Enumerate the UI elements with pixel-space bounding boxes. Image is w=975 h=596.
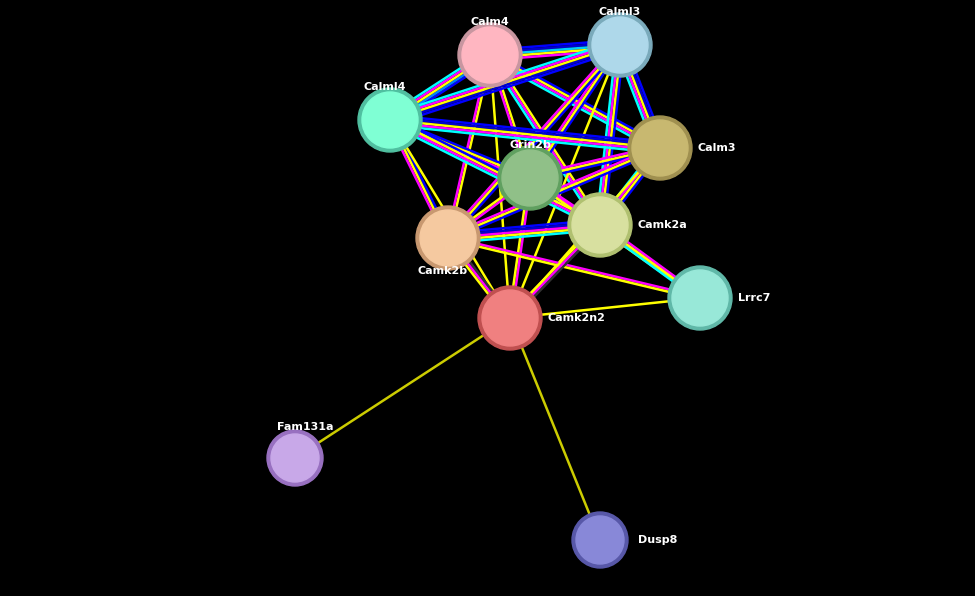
Circle shape	[362, 92, 418, 148]
Circle shape	[588, 13, 652, 77]
Text: Calm3: Calm3	[698, 143, 736, 153]
Text: Calml3: Calml3	[599, 7, 642, 17]
Circle shape	[420, 210, 476, 266]
Text: Camk2n2: Camk2n2	[548, 313, 605, 323]
Text: Lrrc7: Lrrc7	[738, 293, 770, 303]
Circle shape	[592, 17, 648, 73]
Circle shape	[628, 116, 692, 180]
Text: Camk2b: Camk2b	[418, 266, 468, 276]
Circle shape	[576, 516, 624, 564]
Circle shape	[572, 512, 628, 568]
Text: Dusp8: Dusp8	[638, 535, 678, 545]
Circle shape	[482, 290, 538, 346]
Circle shape	[416, 206, 480, 270]
Circle shape	[502, 150, 558, 206]
Circle shape	[572, 197, 628, 253]
Text: Fam131a: Fam131a	[277, 422, 333, 432]
Circle shape	[458, 23, 522, 87]
Circle shape	[478, 286, 542, 350]
Circle shape	[568, 193, 632, 257]
Circle shape	[632, 120, 688, 176]
Circle shape	[668, 266, 732, 330]
Text: Calml4: Calml4	[364, 82, 407, 92]
Circle shape	[498, 146, 562, 210]
Circle shape	[358, 88, 422, 152]
Text: Camk2a: Camk2a	[638, 220, 687, 230]
Circle shape	[271, 434, 319, 482]
Text: Calm4: Calm4	[471, 17, 509, 27]
Circle shape	[462, 27, 518, 83]
Text: Grin2b: Grin2b	[509, 140, 551, 150]
Circle shape	[267, 430, 323, 486]
Circle shape	[672, 270, 728, 326]
